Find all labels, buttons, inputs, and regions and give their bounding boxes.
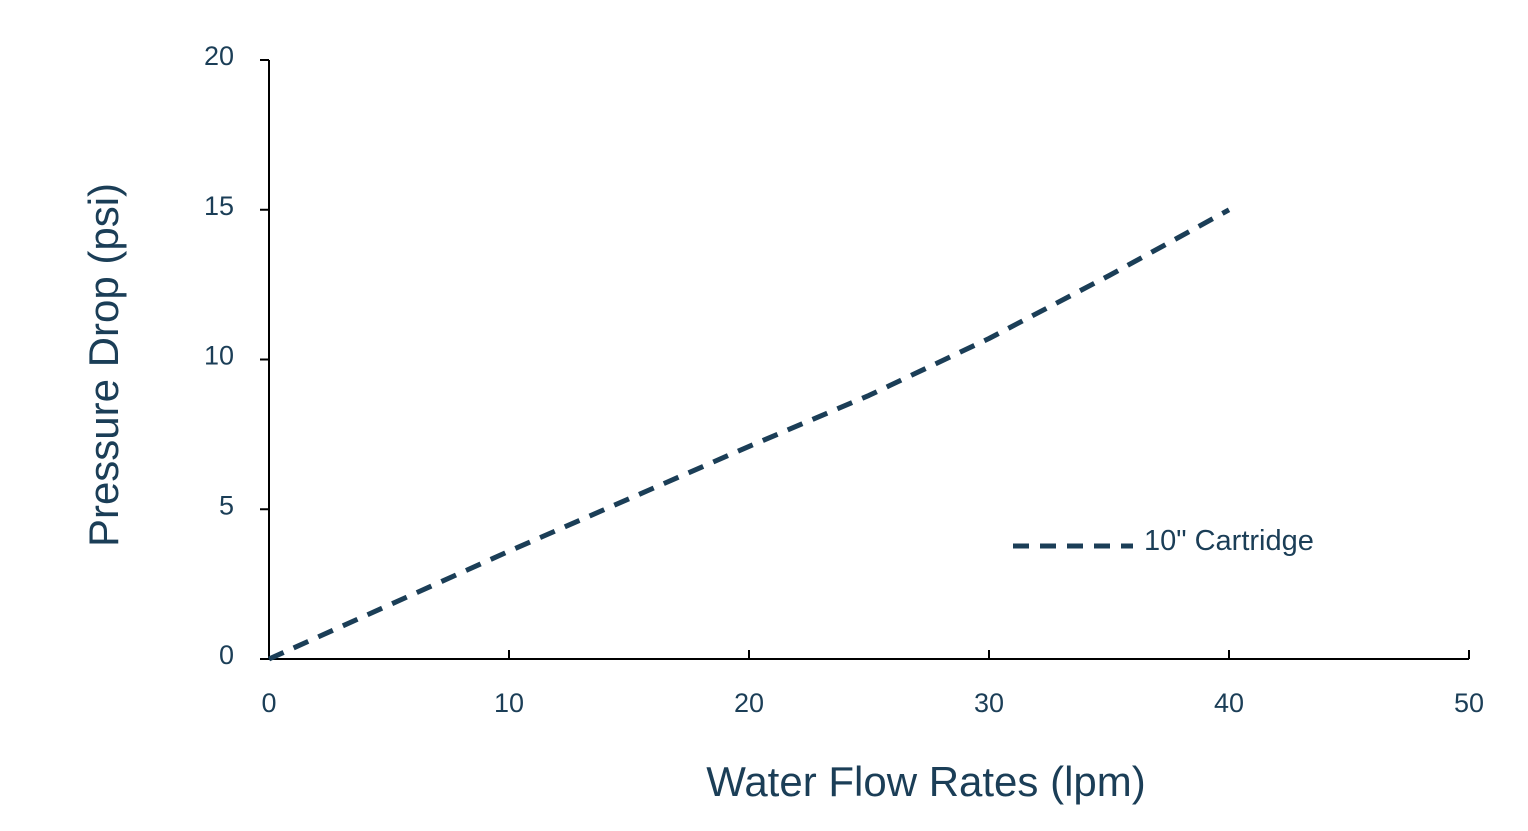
tick-labels: 0 10 20 30 40 50 0 5 10 15 20: [204, 41, 1484, 718]
x-tick-label: 10: [494, 688, 524, 718]
x-tick-label: 20: [734, 688, 764, 718]
y-tick-label: 15: [204, 191, 234, 221]
series-layer: [267, 207, 1231, 662]
x-axis-title: Water Flow Rates (lpm): [706, 758, 1146, 805]
y-tick-label: 0: [219, 640, 234, 670]
y-tick-label: 10: [204, 341, 234, 371]
x-tick-label: 50: [1454, 688, 1484, 718]
y-axis-title: Pressure Drop (psi): [80, 183, 127, 547]
x-tick-label: 30: [974, 688, 1004, 718]
x-tick-label: 40: [1214, 688, 1244, 718]
series-line-10in-cartridge: [267, 207, 1231, 662]
legend: 10" Cartridge: [1013, 525, 1314, 557]
axes: [268, 60, 1469, 660]
legend-label-10in-cartridge: 10" Cartridge: [1144, 525, 1314, 557]
y-tick-label: 5: [219, 490, 234, 520]
y-tick-label: 20: [204, 41, 234, 71]
x-tick-label: 0: [261, 688, 276, 718]
tick-marks: [260, 59, 1470, 660]
